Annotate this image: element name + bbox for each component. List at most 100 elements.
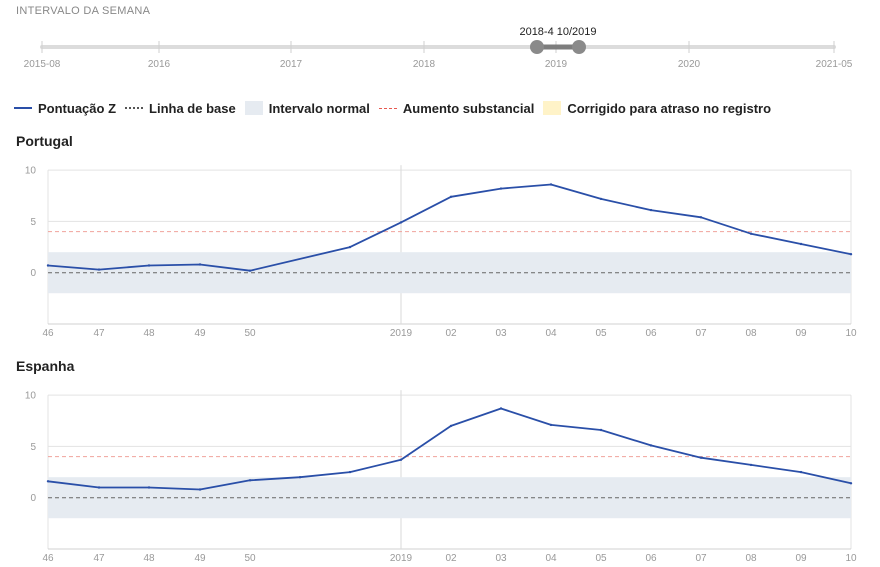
x-tick-label: 50 bbox=[244, 328, 256, 339]
chart-title-portugal: Portugal bbox=[16, 133, 73, 149]
week-range-label: INTERVALO DA SEMANA bbox=[16, 5, 151, 17]
slider-tick-label: 2020 bbox=[678, 59, 701, 70]
legend-label: Linha de base bbox=[149, 100, 236, 116]
data-point bbox=[248, 479, 252, 482]
y-tick-label: 0 bbox=[30, 493, 36, 504]
y-tick-label: 0 bbox=[30, 268, 36, 279]
x-tick-label: 05 bbox=[595, 553, 607, 564]
x-tick-label: 08 bbox=[745, 328, 757, 339]
slider-tick-label: 2017 bbox=[280, 59, 303, 70]
x-tick-label: 10 bbox=[845, 553, 857, 564]
x-tick-label: 04 bbox=[545, 328, 557, 339]
legend-item-delay-corrected[interactable]: Corrigido para atraso no registro bbox=[543, 101, 771, 116]
x-tick-label: 47 bbox=[93, 328, 105, 339]
x-tick-label: 03 bbox=[495, 328, 507, 339]
data-point bbox=[348, 245, 352, 249]
data-point bbox=[449, 195, 453, 198]
slider-end-handle[interactable] bbox=[572, 40, 586, 54]
legend-label: Intervalo normal bbox=[268, 100, 370, 116]
data-point bbox=[298, 476, 302, 479]
z-score-line bbox=[47, 183, 852, 272]
x-tick-label: 47 bbox=[93, 553, 105, 564]
yellow-band-swatch-icon bbox=[543, 101, 562, 115]
legend-item-z-score[interactable]: Pontuação Z bbox=[14, 101, 116, 116]
data-point bbox=[649, 444, 653, 447]
x-tick-label: 48 bbox=[143, 328, 155, 339]
week-range-slider[interactable]: 2015-08 2016 2017 2018 2019 2020 2021-05 2018-4… bbox=[0, 20, 880, 80]
data-point bbox=[849, 482, 853, 485]
slider-tick-label: 2019 bbox=[545, 59, 568, 70]
legend-item-normal-range[interactable]: Intervalo normal bbox=[244, 100, 370, 116]
x-tick-label: 08 bbox=[745, 553, 757, 564]
legend-item-baseline[interactable]: Linha de base bbox=[125, 101, 236, 116]
x-tick-label: 02 bbox=[445, 553, 457, 564]
x-tick-label: 49 bbox=[194, 328, 206, 339]
y-tick-label: 10 bbox=[25, 166, 37, 177]
y-tick-label: 10 bbox=[25, 391, 37, 402]
data-point bbox=[499, 407, 503, 410]
data-point bbox=[799, 242, 803, 246]
x-tick-label: 46 bbox=[42, 553, 54, 564]
slider-tick-label: 2018 bbox=[413, 59, 436, 70]
chart-title-espanha: Espanha bbox=[16, 358, 75, 374]
data-point bbox=[699, 456, 703, 459]
slider-start-handle[interactable] bbox=[530, 40, 544, 54]
slider-range-label: 2018-4 10/2019 bbox=[519, 26, 596, 38]
data-point bbox=[46, 264, 50, 267]
data-point bbox=[198, 263, 202, 266]
data-point bbox=[399, 458, 403, 461]
data-point bbox=[749, 232, 753, 235]
data-point bbox=[849, 253, 853, 256]
data-point bbox=[147, 486, 151, 489]
dotted-line-swatch-icon bbox=[125, 107, 144, 109]
data-point bbox=[198, 488, 202, 491]
x-tick-label: 04 bbox=[545, 553, 557, 564]
x-tick-label: 07 bbox=[695, 553, 707, 564]
x-tick-label: 46 bbox=[42, 328, 54, 339]
band-swatch-icon bbox=[244, 101, 263, 115]
x-tick-label: 07 bbox=[695, 328, 707, 339]
data-point bbox=[599, 428, 603, 432]
dashed-line-swatch-icon bbox=[378, 107, 397, 109]
data-point bbox=[749, 463, 753, 467]
legend-label: Aumento substancial bbox=[402, 100, 535, 116]
x-tick-label: 09 bbox=[795, 328, 807, 339]
data-point bbox=[46, 480, 50, 483]
slider-tick-label: 2015-08 bbox=[24, 59, 61, 70]
x-tick-label: 02 bbox=[445, 328, 457, 339]
data-point bbox=[649, 208, 653, 212]
data-point bbox=[599, 197, 603, 201]
data-point bbox=[399, 221, 403, 224]
legend-label: Pontuação Z bbox=[38, 100, 117, 116]
y-tick-label: 5 bbox=[30, 217, 36, 228]
x-tick-label: 03 bbox=[495, 553, 507, 564]
data-point bbox=[449, 424, 453, 428]
x-tick-label: 09 bbox=[795, 553, 807, 564]
x-tick-label: 06 bbox=[645, 553, 657, 564]
x-tick-label: 06 bbox=[645, 328, 657, 339]
y-tick-label: 5 bbox=[30, 442, 36, 453]
data-point bbox=[147, 264, 151, 267]
legend-label: Corrigido para atraso no registro bbox=[567, 100, 772, 116]
line-swatch-icon bbox=[14, 107, 32, 109]
x-tick-label: 50 bbox=[244, 553, 256, 564]
legend: Pontuação Z Linha de base Intervalo norm… bbox=[14, 98, 780, 118]
data-point bbox=[549, 183, 553, 186]
legend-item-substantial-increase[interactable]: Aumento substancial bbox=[378, 100, 535, 116]
data-point bbox=[699, 216, 703, 219]
x-tick-label: 2019 bbox=[390, 553, 413, 564]
x-tick-label: 48 bbox=[143, 553, 155, 564]
x-tick-label: 49 bbox=[194, 553, 206, 564]
data-point bbox=[499, 187, 503, 190]
slider-tick-label: 2021-05 bbox=[816, 59, 853, 70]
data-point bbox=[549, 423, 553, 427]
x-tick-label: 05 bbox=[595, 328, 607, 339]
x-tick-label: 2019 bbox=[390, 328, 413, 339]
data-point bbox=[97, 486, 101, 489]
data-point bbox=[97, 268, 101, 271]
data-point bbox=[348, 470, 352, 474]
data-point bbox=[799, 470, 803, 474]
slider-tick-label: 2016 bbox=[148, 59, 171, 70]
